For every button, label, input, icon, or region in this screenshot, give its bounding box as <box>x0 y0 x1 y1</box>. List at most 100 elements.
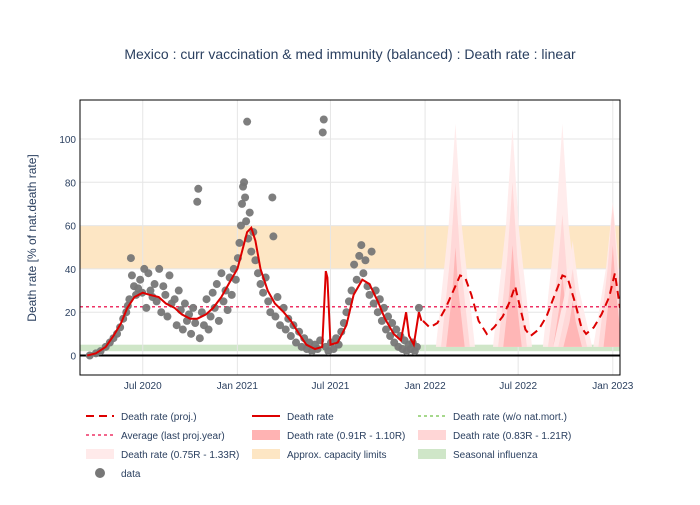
data-point <box>253 269 262 278</box>
data-point <box>146 286 155 295</box>
data-point <box>144 269 153 278</box>
data-point <box>235 238 244 247</box>
data-point <box>292 338 300 347</box>
data-point <box>165 271 174 280</box>
data-point <box>150 280 159 289</box>
data-point <box>178 325 187 334</box>
data-point <box>174 286 183 295</box>
legend-item-band1[interactable]: Death rate (0.91R - 1.10R) <box>252 430 405 442</box>
legend-label-average: Average (last proj.year) <box>121 431 225 442</box>
y-tick-label: 60 <box>65 222 77 233</box>
data-point <box>212 280 221 289</box>
legend-label-capacity: Approx. capacity limits <box>287 450 386 461</box>
y-tick-label: 0 <box>70 352 76 363</box>
plot-area <box>80 100 620 375</box>
data-point <box>127 271 136 280</box>
data-point <box>194 184 203 193</box>
legend-item-capacity[interactable]: Approx. capacity limits <box>252 449 386 461</box>
data-point <box>197 308 206 317</box>
data-point <box>241 193 250 202</box>
chart-title: Mexico : curr vaccination & med immunity… <box>124 46 576 62</box>
legend-item-proj[interactable]: Death rate (proj.) <box>86 412 197 423</box>
data-point <box>377 316 386 325</box>
data-point <box>155 264 164 273</box>
capacity-band <box>80 225 620 269</box>
data-point <box>219 297 228 306</box>
data-point <box>318 128 327 137</box>
data-point <box>392 325 401 334</box>
data-point <box>180 299 189 308</box>
data-point <box>202 295 211 304</box>
legend-item-wo-natmort[interactable]: Death rate (w/o nat.mort.) <box>418 412 567 423</box>
legend-label-band1: Death rate (0.91R - 1.10R) <box>287 431 405 442</box>
data-point <box>271 312 280 321</box>
legend-item-average[interactable]: Average (last proj.year) <box>86 431 225 442</box>
data-point <box>172 321 181 330</box>
x-tick-label: Jul 2022 <box>499 381 537 392</box>
data-point <box>159 282 168 291</box>
projection-band1 <box>563 301 582 347</box>
legend: Death rate (proj.) Death rate Death rate… <box>86 412 571 480</box>
y-axis-title: Death rate [% of nat.death rate] <box>25 154 39 321</box>
data-point <box>412 342 421 351</box>
data-point <box>206 312 215 321</box>
data-point <box>163 312 172 321</box>
data-point <box>352 275 361 284</box>
data-point <box>388 319 397 328</box>
data-point <box>247 247 256 256</box>
data-point <box>382 325 390 334</box>
data-point <box>223 306 232 315</box>
data-point <box>191 319 200 328</box>
legend-item-death-rate[interactable]: Death rate <box>252 412 334 423</box>
data-point <box>259 288 268 297</box>
legend-item-data[interactable]: data <box>95 468 141 480</box>
data-point <box>355 251 364 260</box>
legend-item-band2[interactable]: Death rate (0.83R - 1.21R) <box>418 430 571 442</box>
data-point <box>217 269 226 278</box>
data-point <box>365 290 374 299</box>
data-point <box>161 290 170 299</box>
data-point <box>286 332 295 341</box>
data-point <box>281 325 290 334</box>
legend-label-death-rate: Death rate <box>287 412 334 423</box>
data-point <box>319 115 328 124</box>
projection-band1 <box>446 247 465 347</box>
data-point <box>238 199 246 208</box>
legend-label-proj: Death rate (proj.) <box>121 412 197 423</box>
y-tick-label: 80 <box>65 178 77 189</box>
data-point <box>414 303 423 312</box>
legend-item-influenza[interactable]: Seasonal influenza <box>418 449 538 461</box>
data-point <box>240 178 249 187</box>
data-point <box>157 308 166 317</box>
y-tick-label: 40 <box>65 265 77 276</box>
projection-band1 <box>603 245 620 347</box>
data-point <box>268 193 277 202</box>
data-point <box>386 332 395 341</box>
x-tick-label: Jan 2021 <box>217 381 259 392</box>
data-point <box>273 293 282 302</box>
data-point <box>231 275 240 284</box>
data-point <box>210 303 219 312</box>
data-point <box>214 316 223 325</box>
data-point <box>195 334 204 343</box>
data-point <box>251 256 260 265</box>
data-point <box>187 329 196 338</box>
data-point <box>126 254 135 263</box>
legend-label-band2: Death rate (0.83R - 1.21R) <box>453 431 571 442</box>
data-point <box>242 217 251 226</box>
y-tick-label: 20 <box>65 308 77 319</box>
data-point <box>350 260 359 269</box>
x-tick-label: Jul 2020 <box>124 381 162 392</box>
data-point <box>373 308 382 317</box>
death-rate-proj-line <box>422 272 620 338</box>
legend-item-band3[interactable]: Death rate (0.75R - 1.33R) <box>86 449 239 461</box>
legend-label-data: data <box>121 469 141 480</box>
plot-border <box>79 99 621 376</box>
data-point <box>193 197 202 206</box>
data-point <box>142 303 151 312</box>
axis-ticks: 0 20 40 60 80 100 Jul 2020 Jan 2021 Jul 2021 Jan … <box>59 99 634 392</box>
legend-label-wo-natmort: Death rate (w/o nat.mort.) <box>453 412 567 423</box>
legend-label-band3: Death rate (0.75R - 1.33R) <box>121 450 239 461</box>
